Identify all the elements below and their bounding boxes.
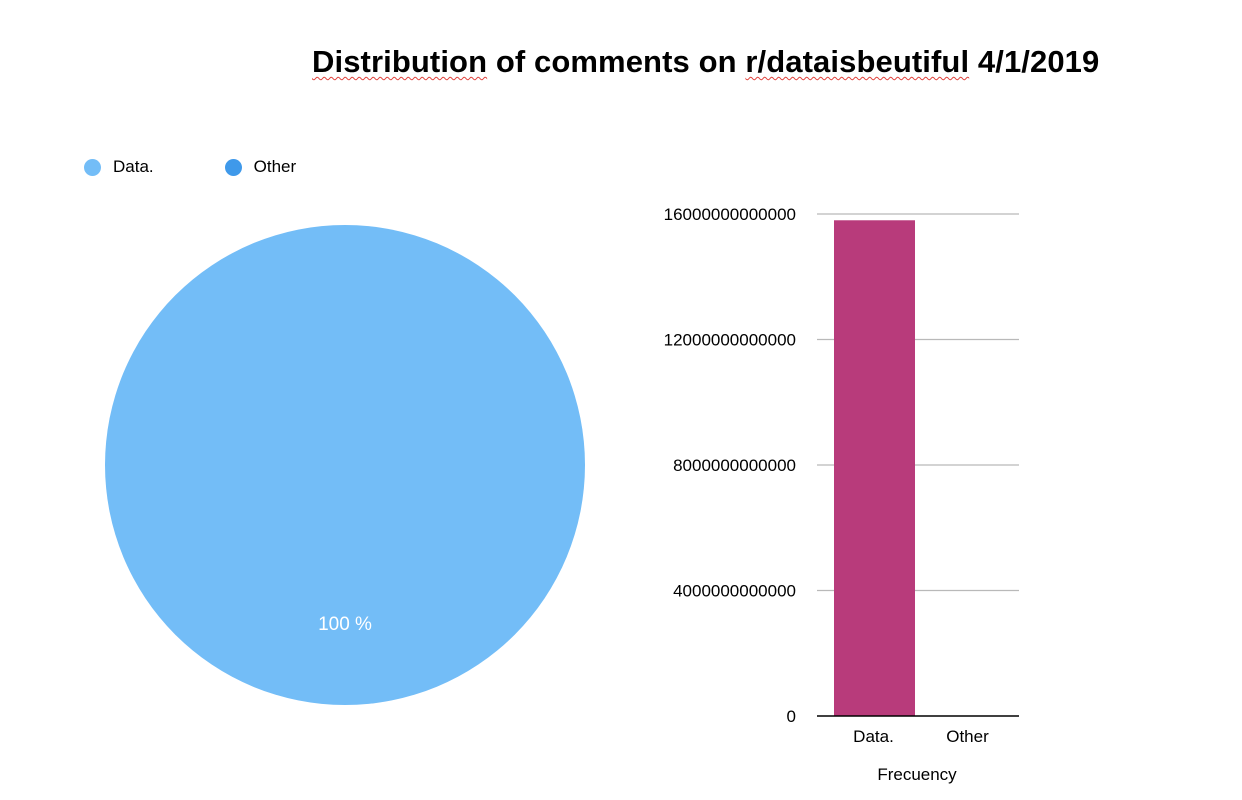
bar-x-tick-label: Data. [853,727,894,746]
title-word-distribution: Distribution [312,44,488,79]
bar-x-tick-label: Other [946,727,989,746]
legend-label-other: Other [253,157,297,176]
bar-x-axis-title: Frecuency [877,765,957,784]
pie-legend: Data. Other [84,157,296,177]
bar-y-tick-label: 16000000000000 [664,205,796,224]
bar-y-tick-label: 4000000000000 [673,582,796,601]
bar-y-tick-label: 12000000000000 [664,331,796,350]
bar-y-tick-label: 8000000000000 [673,456,796,475]
title-word-comments: of comments on [495,44,737,79]
legend-swatch-other [224,158,242,176]
chart-title: Distribution of comments on r/dataisbeut… [312,44,1099,80]
pie-slice-label-data: 100 % [318,614,372,635]
legend-label-data: Data. [113,157,154,176]
legend-item-other: Other [224,157,297,177]
legend-swatch-data [84,158,101,176]
title-word-date: 4/1/2019 [977,44,1100,79]
bar-data [834,220,915,716]
pie-slice-data [105,225,585,705]
pie-chart [105,225,585,705]
bar-y-tick-label: 0 [787,707,796,726]
title-word-subreddit: r/dataisbeutiful [745,44,970,79]
legend-item-data: Data. [84,157,154,177]
